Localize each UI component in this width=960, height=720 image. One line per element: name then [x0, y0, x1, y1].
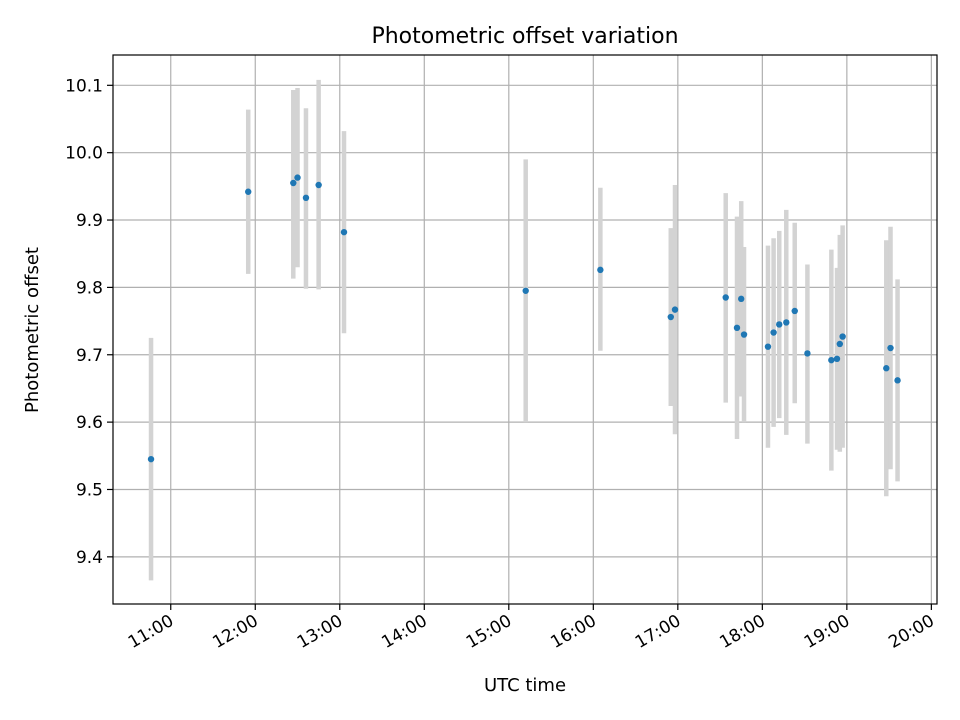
- data-point: [667, 313, 674, 321]
- y-axis: 9.4 9.5 9.6 9.7 9.8 9.9 10.0 10.1: [65, 76, 113, 568]
- y-tick-label: 9.5: [76, 480, 103, 500]
- data-points: [147, 174, 901, 463]
- data-point: [783, 319, 790, 326]
- x-axis-label: UTC time: [484, 675, 566, 696]
- data-point: [764, 343, 772, 350]
- y-tick-label: 9.6: [76, 413, 103, 433]
- chart-title: Photometric offset variation: [371, 24, 678, 49]
- data-point: [738, 295, 745, 303]
- y-axis-label: Photometric offset: [22, 247, 43, 413]
- data-point: [522, 287, 529, 294]
- data-point: [722, 294, 729, 301]
- y-tick-label: 9.4: [76, 548, 103, 568]
- data-point: [340, 228, 348, 236]
- plot-area-frame: [112, 54, 938, 605]
- data-point: [776, 321, 783, 328]
- data-point: [791, 307, 798, 315]
- data-point: [290, 179, 297, 187]
- data-point: [740, 331, 748, 338]
- data-point: [887, 344, 894, 352]
- data-point: [804, 350, 811, 357]
- data-point: [833, 355, 841, 363]
- data-point: [894, 377, 901, 384]
- data-point: [839, 333, 846, 340]
- y-tick-label: 9.7: [76, 346, 103, 366]
- y-tick-label: 9.9: [76, 211, 103, 231]
- data-point: [315, 181, 322, 189]
- data-point: [294, 174, 301, 181]
- data-point: [147, 455, 155, 463]
- data-point: [770, 329, 777, 336]
- data-point: [597, 266, 604, 274]
- data-point: [302, 194, 310, 202]
- data-point: [245, 188, 252, 195]
- data-point: [671, 306, 679, 313]
- data-point: [836, 340, 844, 348]
- y-tick-label: 10.0: [65, 144, 103, 164]
- y-tick-label: 10.1: [65, 76, 103, 96]
- data-point: [883, 365, 890, 372]
- data-point: [828, 356, 835, 364]
- data-point: [733, 324, 741, 332]
- y-tick-label: 9.8: [76, 278, 103, 298]
